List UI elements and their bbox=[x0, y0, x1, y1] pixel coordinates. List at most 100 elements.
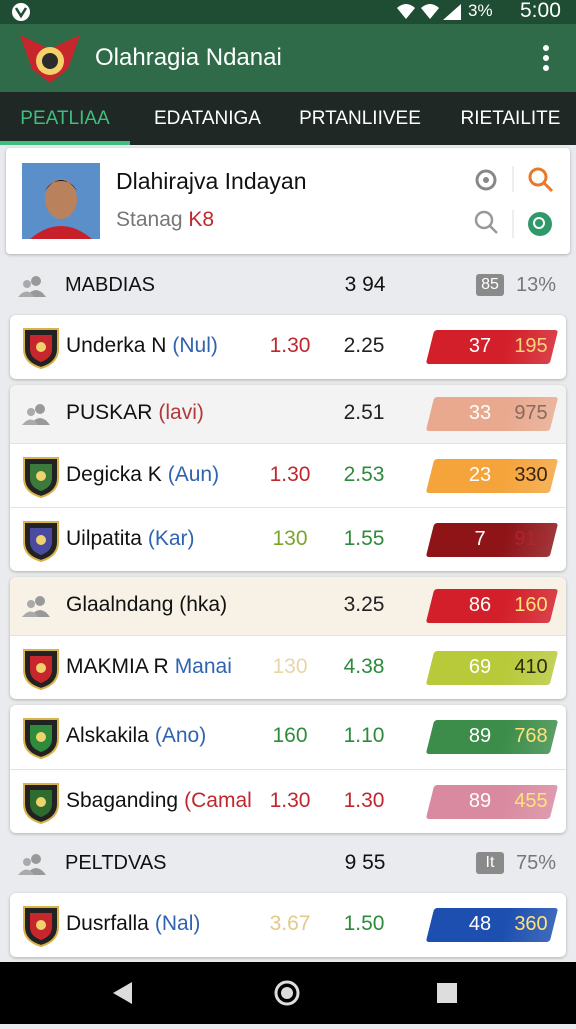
team-logo bbox=[23, 521, 59, 562]
odd-1: 3.67 bbox=[269, 912, 311, 935]
team-logo bbox=[23, 649, 59, 690]
list: MABDIAS 3 94 85 13% Underka N (Nul) 1.30 2.25 37… bbox=[0, 258, 576, 957]
odd-2: 2.53 bbox=[343, 463, 385, 486]
group-icon bbox=[18, 276, 46, 297]
team-code: (Ano) bbox=[154, 724, 207, 747]
team-code: (lavi) bbox=[158, 401, 204, 424]
score-1: 89 bbox=[468, 725, 492, 747]
team-name: PUSKAR bbox=[66, 401, 153, 424]
score-1: 69 bbox=[468, 656, 492, 678]
profile-card: Dlahirajva Indayan Stanag K8 bbox=[6, 148, 570, 254]
card: Dusrfalla (Nal) 3.67 1.50 48 360 bbox=[10, 893, 566, 957]
group-percent: 75% bbox=[516, 852, 557, 874]
battery: 3% bbox=[468, 1, 493, 20]
nav-buttons[interactable] bbox=[0, 962, 576, 1024]
team-row[interactable]: Sbaganding (Camal 1.30 1.30 89 455 bbox=[10, 769, 566, 833]
group-heading: MABDIAS 3 94 85 13% bbox=[0, 258, 576, 312]
team-label: Dusrfalla (Nal) bbox=[66, 912, 200, 936]
card: Underka N (Nul) 1.30 2.25 37 195 bbox=[10, 315, 566, 379]
score-2: 160 bbox=[514, 594, 548, 616]
profile-rank: K8 bbox=[188, 208, 215, 231]
profile-label: Stanag K8 bbox=[116, 208, 214, 232]
team-name: Underka N bbox=[66, 334, 167, 357]
group-badge: 85 bbox=[476, 274, 504, 296]
odd-2: 1.10 bbox=[343, 724, 385, 747]
profile-actions[interactable] bbox=[472, 164, 562, 244]
team-name: Alskakila bbox=[66, 724, 149, 747]
team-row[interactable]: Alskakila (Ano) 160 1.10 89 768 bbox=[10, 705, 566, 769]
team-row[interactable]: PUSKAR (lavi) 2.51 33 975 bbox=[10, 385, 566, 443]
app-bar: Olahragia Ndanai bbox=[0, 24, 576, 92]
team-code: (Aun) bbox=[167, 463, 220, 486]
team-label: Alskakila (Ano) bbox=[66, 724, 206, 748]
avatar bbox=[22, 163, 100, 239]
card: Alskakila (Ano) 160 1.10 89 768 Sbaganding (Cam… bbox=[10, 705, 566, 833]
profile-name: Dlahirajva Indayan bbox=[116, 168, 307, 194]
team-name: Uilpatita bbox=[66, 527, 142, 550]
group-title: MABDIAS bbox=[65, 274, 156, 296]
group-icon bbox=[18, 854, 46, 875]
nav-bar bbox=[0, 962, 576, 1024]
odd-2: 1.30 bbox=[343, 789, 385, 812]
team-name: Glaalndang (hka) bbox=[66, 593, 228, 616]
odd-2: 1.55 bbox=[343, 527, 385, 550]
team-row[interactable]: Glaalndang (hka) 3.25 86 160 bbox=[10, 577, 566, 635]
menu-button[interactable] bbox=[540, 44, 552, 74]
score-1: 7 bbox=[474, 528, 486, 550]
group-badge: It bbox=[476, 852, 504, 874]
tab[interactable]: PRTANLIIVEE bbox=[299, 108, 421, 129]
team-logo bbox=[23, 906, 59, 947]
group-icon bbox=[22, 596, 50, 617]
team-row[interactable]: Dusrfalla (Nal) 3.67 1.50 48 360 bbox=[10, 893, 566, 957]
group-value: 9 55 bbox=[344, 851, 386, 874]
score-2: 360 bbox=[514, 913, 548, 935]
odd-1: 1.30 bbox=[269, 789, 311, 812]
tab[interactable]: PEATLIAA bbox=[20, 108, 110, 129]
group-percent: 13% bbox=[516, 274, 557, 296]
status-logo bbox=[12, 3, 30, 21]
odd-2: 2.51 bbox=[343, 401, 385, 424]
score-1: 86 bbox=[468, 594, 492, 616]
status-bar: 3% 5:00 bbox=[0, 0, 576, 24]
team-code: (Nul) bbox=[172, 334, 218, 357]
score-2: 195 bbox=[514, 335, 548, 357]
score-2: 975 bbox=[514, 402, 548, 424]
team-code: (Nal) bbox=[154, 912, 201, 935]
score-2: 455 bbox=[514, 790, 548, 812]
team-logo bbox=[23, 718, 59, 759]
odd-1: 160 bbox=[272, 724, 308, 747]
team-label: Sbaganding (Camal bbox=[66, 789, 252, 813]
team-name: Sbaganding bbox=[66, 789, 179, 812]
card: PUSKAR (lavi) 2.51 33 975 Degicka K (Aun) 1.30 2… bbox=[10, 385, 566, 571]
app-logo bbox=[20, 35, 80, 83]
team-label: Glaalndang (hka) bbox=[66, 593, 227, 617]
team-row[interactable]: Underka N (Nul) 1.30 2.25 37 195 bbox=[10, 315, 566, 379]
score-1: 89 bbox=[468, 790, 492, 812]
odd-2: 2.25 bbox=[343, 334, 385, 357]
team-logo bbox=[23, 783, 59, 824]
team-row[interactable]: MAKMIA R Manai 130 4.38 69 410 bbox=[10, 635, 566, 699]
team-code: (Kar) bbox=[147, 527, 195, 550]
card: Glaalndang (hka) 3.25 86 160 MAKMIA R Manai 13… bbox=[10, 577, 566, 699]
team-label: Uilpatita (Kar) bbox=[66, 527, 195, 551]
team-row[interactable]: Uilpatita (Kar) 130 1.55 7 910 bbox=[10, 507, 566, 571]
team-logo bbox=[23, 457, 59, 498]
score-1: 23 bbox=[468, 464, 492, 486]
profile-label-text: Stanag bbox=[116, 208, 183, 231]
team-row[interactable]: Degicka K (Aun) 1.30 2.53 23 330 bbox=[10, 443, 566, 508]
app-title: Olahragia Ndanai bbox=[95, 44, 282, 71]
team-label: MAKMIA R Manai bbox=[66, 655, 232, 679]
odd-1: 1.30 bbox=[269, 463, 311, 486]
odd-1: 130 bbox=[272, 527, 308, 550]
score-1: 37 bbox=[468, 335, 492, 357]
score-2: 410 bbox=[514, 656, 548, 678]
tab[interactable]: RIETAILITE bbox=[460, 108, 561, 129]
team-code: Manai bbox=[174, 655, 232, 678]
score-1: 48 bbox=[468, 913, 492, 935]
score-1: 33 bbox=[468, 402, 492, 424]
group-title: PELTDVAS bbox=[65, 852, 167, 874]
tab[interactable]: EDATANIGA bbox=[154, 108, 261, 129]
clock: 5:00 bbox=[520, 0, 561, 22]
odd-2: 4.38 bbox=[343, 655, 385, 678]
team-label: Underka N (Nul) bbox=[66, 334, 218, 358]
